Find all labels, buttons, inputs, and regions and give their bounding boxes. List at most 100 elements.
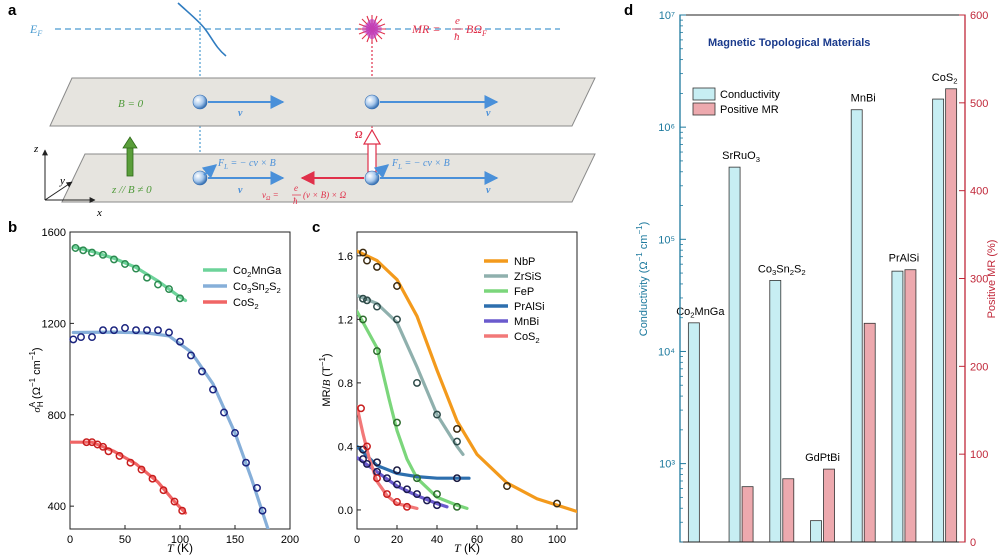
fermi-level-e: E (29, 22, 38, 36)
data-point-cos2-3 (383, 490, 391, 499)
legend-label-cos2: CoS2 (514, 331, 540, 345)
data-point-cos2-8 (148, 474, 157, 483)
bar-positive-mr-mnbi (863, 322, 876, 543)
bar-positive-mr-gdptbi (823, 468, 835, 543)
right-tick-label-0: 0 (970, 537, 976, 549)
data-point-co3sn2s2-9 (165, 328, 173, 337)
panel-a-label: a (8, 2, 17, 19)
data-point-nbp-6 (553, 499, 561, 508)
data-point-co2mnga-6 (132, 264, 140, 273)
category-label-co3sn2s2: Co3Sn2S2 (758, 263, 806, 277)
legend-label-fep: FeP (514, 286, 534, 298)
data-point-fep-2 (393, 418, 401, 427)
data-point-nbp-0 (359, 248, 367, 257)
bar-conductivity-mnbi (850, 109, 863, 543)
y-tick-label-1600: 1600 (42, 227, 66, 239)
panel-c-data-points (357, 248, 561, 511)
data-point-nbp-4 (453, 424, 461, 433)
panel-b-chart: b 0 50 100 150 200 400 800 1200 1600 Co2MnGa Co3S… (8, 219, 299, 555)
data-point-zrsis-3 (393, 315, 401, 324)
panel-d-chart: d Co2MnGaSrRuO3Co3Sn2S2GdPtBiMnBiPrAlSiC… (624, 2, 998, 549)
category-label-mnbi: MnBi (851, 93, 876, 105)
fit-line-fep (357, 309, 469, 510)
x-tick-label-20: 20 (391, 534, 403, 546)
legend-label-pralsi: PrAlSi (514, 301, 545, 313)
data-point-co2mnga-9 (165, 285, 173, 294)
data-point-co2mnga-4 (110, 255, 118, 264)
lorentz-arrow-left (201, 164, 218, 179)
axis-z-label: z (33, 143, 39, 155)
bar-positive-mr-srruo3 (741, 486, 754, 543)
data-point-pralsi-1 (373, 458, 381, 467)
anomalous-velocity-num: e (294, 183, 298, 193)
data-point-co2mnga-2 (88, 248, 96, 257)
panel-d-title: Magnetic Topological Materials (708, 37, 870, 49)
category-label-gdptbi: GdPtBi (805, 452, 840, 464)
panel-d-category-labels: Co2MnGa SrRuO3 Co3Sn2S2 GdPtBi MnBi PrAlSi CoS… (676, 72, 957, 464)
data-point-co3sn2s2-16 (242, 458, 250, 467)
lorentz-label-left: FL = − cv × B (217, 158, 276, 171)
omega-arrow-head (362, 128, 382, 145)
legend-label-co3sn2s2: Co3Sn2S2 (233, 281, 281, 295)
x-tick-label-200: 200 (281, 534, 299, 546)
x-tick-label-150: 150 (226, 534, 244, 546)
data-point-mnbi-4 (393, 480, 401, 489)
bar-conductivity-pralsi (891, 270, 904, 543)
x-tick-label-100: 100 (548, 534, 566, 546)
mr-formula: MR = (411, 22, 440, 36)
legend-swatch-conductivity (692, 87, 716, 101)
data-point-co3sn2s2-0 (69, 335, 78, 344)
x-tick-label-0: 0 (67, 534, 73, 546)
x-tick-label-100: 100 (171, 534, 189, 546)
data-point-nbp-5 (503, 482, 511, 491)
panel-b-xlabel: T (K) (167, 541, 193, 555)
x-tick-label-0: 0 (354, 534, 360, 546)
bar-conductivity-srruo3 (728, 166, 741, 543)
data-point-zrsis-1 (363, 296, 371, 305)
right-tick-label-400: 400 (970, 186, 988, 198)
omega-arrow-shaft (367, 141, 377, 173)
b-field-arrow-head (122, 136, 138, 149)
b-nonzero-label: z // B ≠ 0 (111, 184, 152, 196)
data-point-co3sn2s2-18 (258, 506, 267, 515)
right-tick-label-300: 300 (970, 274, 988, 286)
data-point-co3sn2s2-10 (176, 337, 184, 346)
panel-c-legend: NbP ZrSiS FeP PrAlSi MnBi CoS2 (484, 256, 545, 345)
data-point-nbp-2 (373, 262, 381, 271)
bar-conductivity-co3sn2s2 (769, 280, 782, 543)
legend-swatch-positive-mr (692, 102, 716, 116)
bar-conductivity-cos2 (932, 98, 945, 543)
bar-conductivity-gdptbi (810, 520, 822, 543)
data-point-zrsis-5 (433, 410, 441, 419)
data-point-nbp-3 (393, 282, 401, 290)
panel-b-ylabel: σHA (Ω−1 cm−1) (28, 347, 45, 412)
data-point-co3sn2s2-4 (110, 326, 118, 335)
bar-positive-mr-cos2 (945, 88, 958, 543)
b-zero-label: B = 0 (118, 98, 144, 110)
panel-d-label: d (624, 2, 633, 19)
panel-c-fit-lines (357, 249, 577, 514)
band-curve (177, 2, 227, 57)
data-point-cos2-5 (115, 451, 124, 460)
x-tick-label-60: 60 (471, 534, 483, 546)
mr-formula-rest: BΩF (466, 22, 487, 38)
category-label-co2mnga: Co2MnGa (676, 306, 725, 320)
electron-upper-left (192, 94, 208, 110)
anomalous-velocity-label: vΩ = (262, 190, 279, 202)
data-point-co3sn2s2-12 (198, 367, 206, 376)
data-point-fep-3 (413, 474, 421, 483)
panel-c-chart: c 0 20 40 60 80 100 0.0 0.4 0.8 1.2 1.6 NbP ZrSiS Fe… (312, 219, 578, 555)
bar-conductivity-co2mnga (687, 322, 700, 543)
legend-label-mnbi: MnBi (514, 316, 539, 328)
panel-d-ticks: 10³ 10⁴ 10⁵ 10⁶ 10⁷ 0 100 200 300 400 500 600 (658, 10, 988, 549)
data-point-mnbi-5 (403, 485, 411, 494)
y-tick-label-1200: 1200 (42, 318, 66, 330)
data-point-cos2-4 (393, 498, 401, 506)
panel-d-ylabel-left: Conductivity (Ω−1 cm−1) (635, 222, 650, 337)
data-point-co3sn2s2-3 (99, 326, 107, 335)
panel-c-xlabel: T (K) (454, 541, 480, 555)
legend-label-co2mnga: Co2MnGa (233, 265, 282, 279)
panel-c-label: c (312, 219, 320, 236)
legend-label-zrsis: ZrSiS (514, 271, 542, 283)
panel-d-ylabel-right: Positive MR (%) (986, 240, 998, 319)
